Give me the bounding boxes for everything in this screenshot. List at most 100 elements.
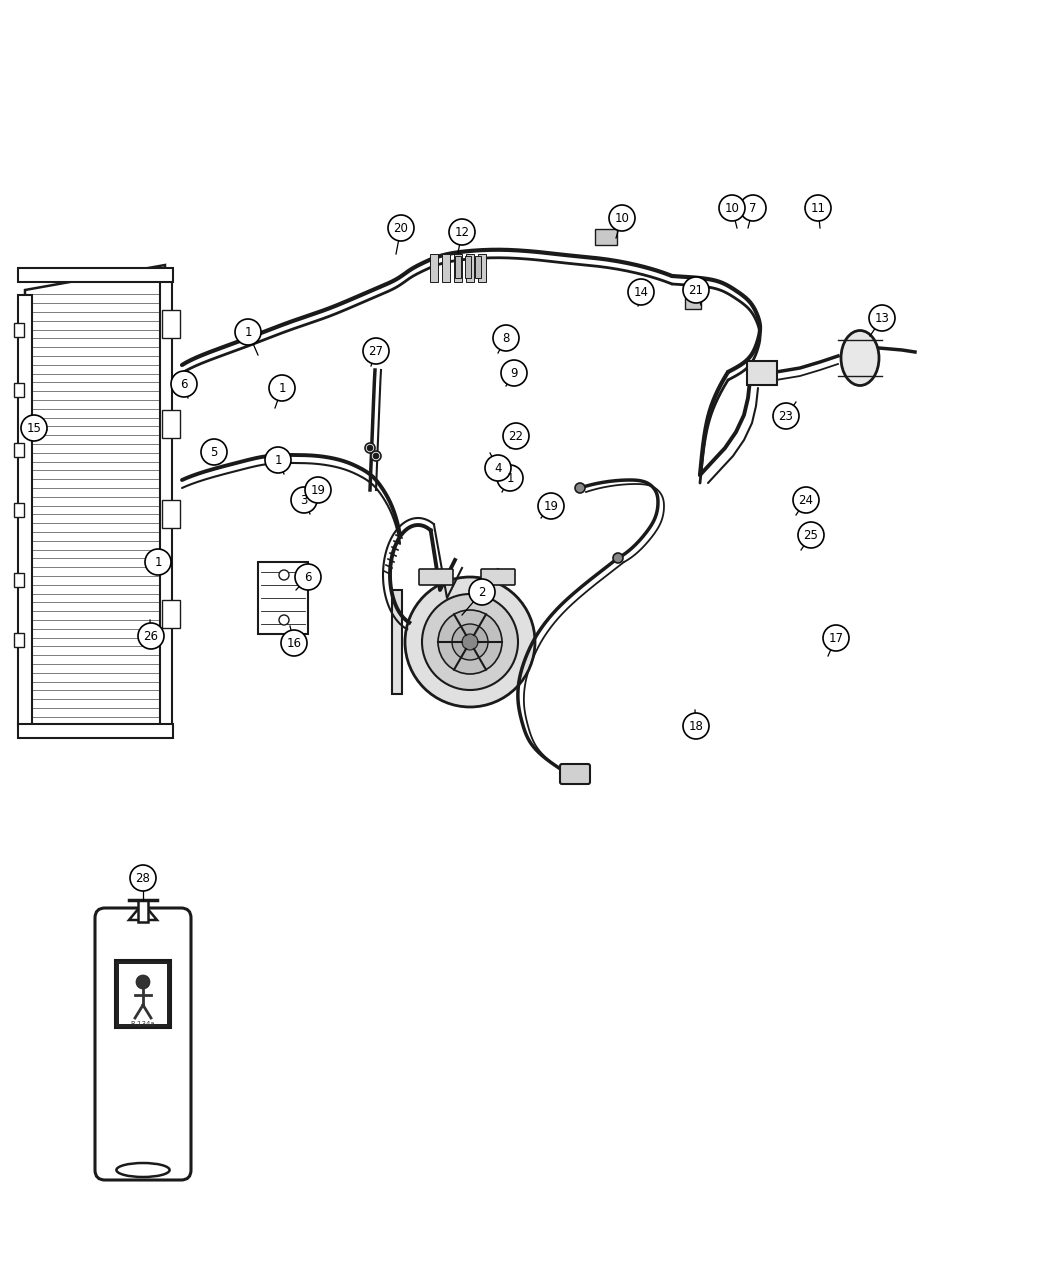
Text: 2: 2: [478, 586, 486, 599]
FancyBboxPatch shape: [14, 504, 24, 516]
Text: 21: 21: [689, 284, 704, 297]
FancyBboxPatch shape: [258, 562, 308, 634]
Text: 22: 22: [508, 430, 524, 442]
Circle shape: [719, 195, 745, 221]
Text: 3: 3: [300, 493, 308, 507]
Circle shape: [682, 277, 709, 303]
Text: 1: 1: [278, 382, 286, 395]
Text: 1: 1: [154, 556, 162, 569]
Circle shape: [171, 371, 197, 397]
Circle shape: [304, 477, 331, 504]
Text: 16: 16: [287, 638, 301, 650]
Circle shape: [281, 630, 307, 657]
Circle shape: [291, 487, 317, 513]
Circle shape: [609, 205, 635, 231]
FancyBboxPatch shape: [419, 569, 453, 585]
Circle shape: [295, 564, 321, 590]
FancyBboxPatch shape: [119, 964, 167, 1024]
Text: 5: 5: [210, 446, 217, 459]
Circle shape: [538, 493, 564, 519]
FancyBboxPatch shape: [685, 297, 701, 309]
Circle shape: [136, 975, 150, 989]
FancyBboxPatch shape: [18, 295, 32, 725]
Text: 8: 8: [502, 332, 509, 346]
FancyBboxPatch shape: [162, 500, 180, 528]
Circle shape: [201, 439, 227, 465]
Circle shape: [279, 570, 289, 580]
FancyBboxPatch shape: [162, 411, 180, 439]
Circle shape: [773, 403, 799, 428]
Circle shape: [503, 423, 529, 449]
Circle shape: [388, 215, 414, 241]
FancyBboxPatch shape: [466, 254, 474, 282]
Text: 4: 4: [495, 462, 502, 476]
FancyBboxPatch shape: [454, 254, 462, 282]
FancyBboxPatch shape: [14, 632, 24, 646]
Circle shape: [469, 579, 495, 606]
FancyBboxPatch shape: [162, 601, 180, 629]
FancyBboxPatch shape: [14, 442, 24, 456]
Circle shape: [145, 550, 171, 575]
Polygon shape: [25, 265, 165, 731]
Circle shape: [365, 442, 375, 453]
Text: 17: 17: [828, 632, 843, 645]
Circle shape: [449, 219, 475, 245]
Circle shape: [462, 634, 478, 650]
Circle shape: [798, 521, 824, 548]
Circle shape: [269, 375, 295, 402]
Text: 15: 15: [26, 422, 41, 435]
Text: 23: 23: [778, 411, 794, 423]
Circle shape: [494, 325, 519, 351]
Circle shape: [485, 455, 511, 481]
Text: 11: 11: [811, 201, 825, 215]
FancyBboxPatch shape: [160, 272, 172, 727]
FancyBboxPatch shape: [478, 254, 486, 282]
Text: 18: 18: [689, 720, 704, 733]
Text: 10: 10: [724, 201, 739, 215]
Text: 26: 26: [144, 630, 159, 643]
Circle shape: [497, 465, 523, 491]
FancyBboxPatch shape: [475, 256, 481, 278]
Polygon shape: [129, 908, 158, 921]
FancyBboxPatch shape: [138, 900, 148, 922]
Text: 6: 6: [304, 571, 312, 584]
Circle shape: [138, 623, 164, 649]
Circle shape: [21, 414, 47, 441]
Circle shape: [793, 487, 819, 513]
Text: 27: 27: [369, 346, 383, 358]
Circle shape: [452, 623, 488, 660]
Circle shape: [373, 453, 379, 459]
Circle shape: [805, 195, 831, 221]
Circle shape: [740, 195, 766, 221]
Circle shape: [371, 451, 381, 462]
FancyBboxPatch shape: [595, 230, 617, 245]
Text: 19: 19: [544, 500, 559, 513]
Ellipse shape: [117, 1163, 170, 1177]
FancyBboxPatch shape: [18, 724, 173, 738]
Text: 13: 13: [875, 312, 889, 325]
Ellipse shape: [841, 330, 879, 385]
Circle shape: [575, 483, 585, 493]
Circle shape: [438, 609, 502, 674]
Circle shape: [869, 305, 895, 332]
Text: 6: 6: [181, 377, 188, 391]
FancyBboxPatch shape: [14, 572, 24, 586]
Polygon shape: [392, 590, 402, 694]
Text: 14: 14: [633, 286, 649, 300]
Circle shape: [368, 445, 373, 451]
Circle shape: [501, 360, 527, 386]
FancyBboxPatch shape: [14, 382, 24, 397]
Circle shape: [422, 594, 518, 690]
Text: 12: 12: [455, 226, 469, 238]
FancyBboxPatch shape: [747, 361, 777, 385]
Text: 1: 1: [506, 472, 513, 484]
Circle shape: [235, 319, 261, 346]
Text: R-134a: R-134a: [130, 1021, 155, 1026]
FancyBboxPatch shape: [481, 569, 514, 585]
FancyBboxPatch shape: [430, 254, 438, 282]
Text: 25: 25: [803, 529, 818, 542]
Circle shape: [823, 625, 849, 652]
FancyBboxPatch shape: [455, 256, 461, 278]
Circle shape: [265, 448, 291, 473]
FancyBboxPatch shape: [560, 764, 590, 784]
